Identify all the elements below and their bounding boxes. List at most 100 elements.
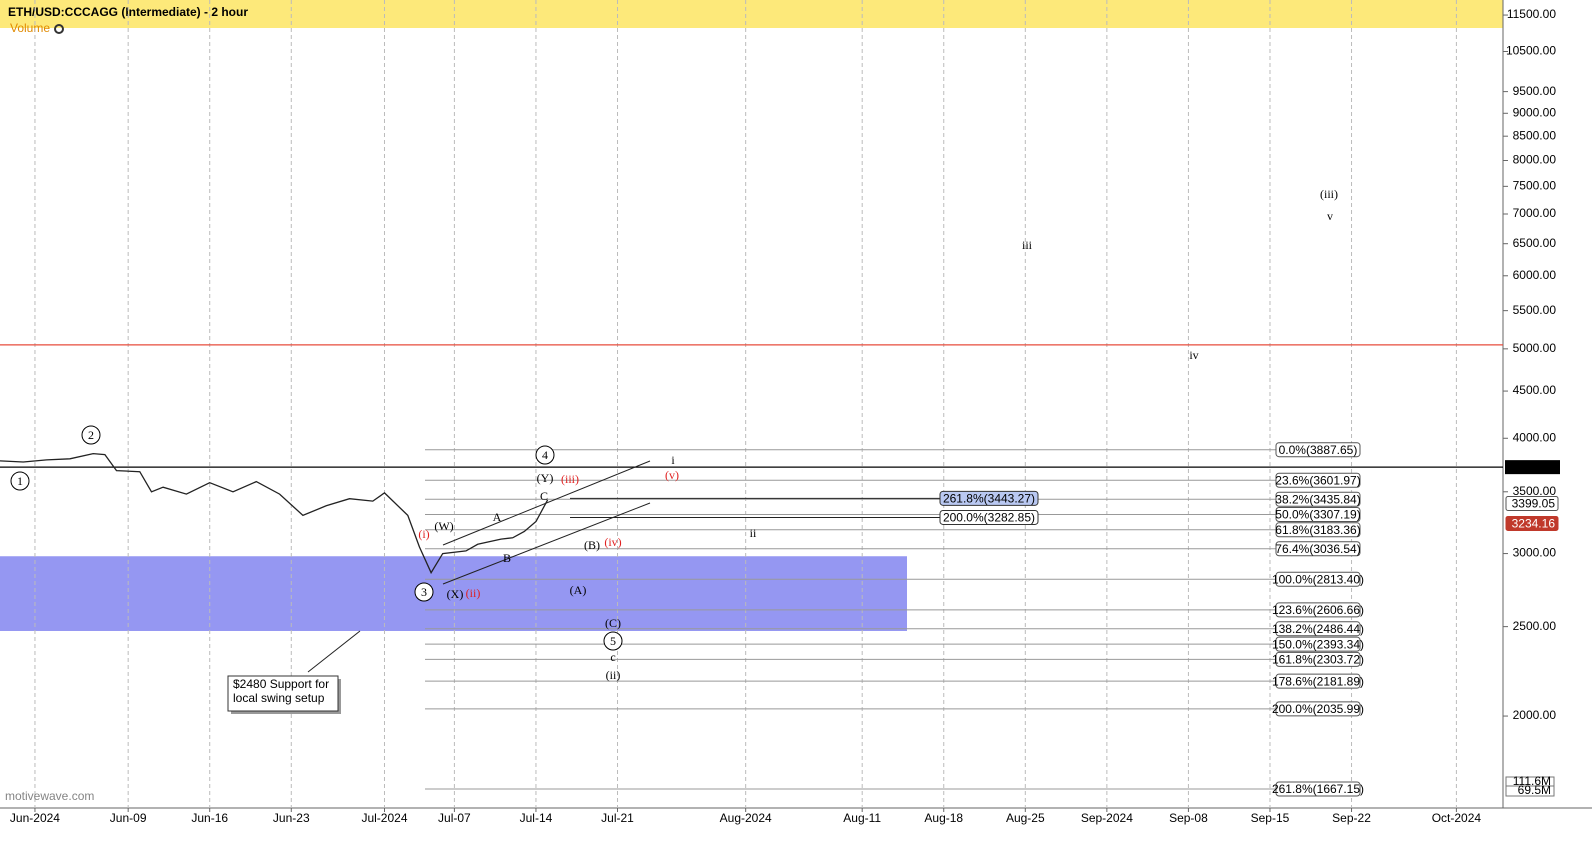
y-tick-label: 2000.00 xyxy=(1513,708,1557,722)
wave-label: (X) xyxy=(447,587,464,601)
fib-label: 50.0%(3307.19) xyxy=(1275,508,1360,522)
fib-label: 138.2%(2486.44) xyxy=(1272,622,1364,636)
price-line xyxy=(0,452,549,575)
y-tick-label: 9000.00 xyxy=(1513,105,1557,119)
fib-label: 0.0%(3887.65) xyxy=(1279,443,1358,457)
watermark: motivewave.com xyxy=(5,789,94,803)
wave-label: (v) xyxy=(665,468,679,482)
y-tick-label: 2500.00 xyxy=(1513,619,1557,633)
fib-label-box xyxy=(1275,621,1361,637)
y-tick-label: 5500.00 xyxy=(1513,303,1557,317)
wave-label: (iv) xyxy=(604,535,621,549)
top-band xyxy=(0,0,1503,28)
fib-label: 178.6%(2181.89) xyxy=(1272,674,1364,688)
indicator-label: Volume xyxy=(10,21,50,35)
wave-label: c xyxy=(610,650,615,664)
callout-box xyxy=(227,675,339,712)
wave-label: (iii) xyxy=(561,472,579,486)
x-tick-label: Aug-18 xyxy=(924,811,963,825)
last-price-box xyxy=(1505,515,1559,531)
fib-label-box xyxy=(1275,701,1361,717)
extension-label-box xyxy=(939,509,1039,525)
wave-label: ii xyxy=(750,526,757,540)
wave-label: C xyxy=(540,489,548,503)
wave-label: 2 xyxy=(88,428,94,442)
y-tick-label: 7000.00 xyxy=(1513,206,1557,220)
x-tick-label: Sep-15 xyxy=(1251,811,1290,825)
extension-label: 261.8%(3443.27) xyxy=(943,492,1035,506)
wave-label: iv xyxy=(1189,348,1198,362)
fib-label-box xyxy=(1275,571,1361,587)
y-tick-label: 4500.00 xyxy=(1513,383,1557,397)
wave-label: (ii) xyxy=(466,586,481,600)
wave-label: (Y) xyxy=(537,471,554,485)
fib-label: 123.6%(2606.66) xyxy=(1272,603,1364,617)
wave-circle xyxy=(603,631,623,651)
fib-label-box xyxy=(1275,491,1361,507)
y-tick-label: 11500.00 xyxy=(1507,7,1556,21)
settings-icon xyxy=(54,24,64,34)
y-tick-label: 6000.00 xyxy=(1513,268,1557,282)
last-price-box xyxy=(1505,496,1559,512)
wave-label: 3 xyxy=(421,585,427,599)
y-tick-label: 3500.00 xyxy=(1513,484,1557,498)
wave-circle xyxy=(10,471,30,491)
wave-label: 1 xyxy=(17,474,23,488)
x-tick-label: Aug-2024 xyxy=(720,811,772,825)
y-tick-label: 5000.00 xyxy=(1513,341,1557,355)
x-tick-label: Jun-2024 xyxy=(10,811,60,825)
fib-label-box xyxy=(1275,541,1361,557)
wave-label: (ii) xyxy=(606,668,621,682)
y-tick-label: 6500.00 xyxy=(1513,236,1557,250)
fib-label: 161.8%(2303.72) xyxy=(1272,653,1364,667)
wave-label: A xyxy=(493,510,502,524)
x-tick-label: Sep-22 xyxy=(1332,811,1371,825)
fib-label-box xyxy=(1275,472,1361,488)
y-tick-label: 8000.00 xyxy=(1513,153,1557,167)
y-tick-label: 10500.00 xyxy=(1506,44,1556,58)
wave-circle xyxy=(535,445,555,465)
fib-label-box xyxy=(1275,651,1361,667)
x-tick-label: Aug-25 xyxy=(1006,811,1045,825)
volume-label-box xyxy=(1505,785,1555,797)
wave-label: (i) xyxy=(418,527,429,541)
x-tick-label: Sep-2024 xyxy=(1081,811,1133,825)
fib-label: 100.0%(2813.40) xyxy=(1272,572,1364,586)
fib-label-box xyxy=(1275,781,1361,797)
fib-label: 150.0%(2393.34) xyxy=(1272,637,1364,651)
wave-circle xyxy=(81,425,101,445)
wave-circle xyxy=(414,582,434,602)
level-marker xyxy=(1505,460,1560,475)
wave-label: (C) xyxy=(605,616,621,630)
x-tick-label: Oct-2024 xyxy=(1432,811,1482,825)
wave-label: (B) xyxy=(584,538,600,552)
fib-label-box xyxy=(1275,522,1361,538)
chart-title: ETH/USD:CCCAGG (Intermediate) - 2 hour xyxy=(8,5,248,19)
y-tick-label: 9500.00 xyxy=(1513,84,1557,98)
fib-label: 23.6%(3601.97) xyxy=(1275,473,1360,487)
x-tick-label: Jul-07 xyxy=(438,811,471,825)
wave-label: (iii) xyxy=(1320,187,1338,201)
wave-label: v xyxy=(1327,209,1333,223)
x-tick-label: Aug-11 xyxy=(843,811,881,825)
fib-label: 38.2%(3435.84) xyxy=(1275,492,1360,506)
fib-label: 61.8%(3183.36) xyxy=(1275,523,1360,537)
x-tick-label: Jul-2024 xyxy=(361,811,407,825)
wave-label: 5 xyxy=(610,634,616,648)
wave-label: B xyxy=(503,551,511,565)
volume-label: 111.6M xyxy=(1513,774,1551,788)
fib-label: 76.4%(3036.54) xyxy=(1275,542,1360,556)
volume-label: 69.5M xyxy=(1518,783,1551,797)
fib-label-box xyxy=(1275,602,1361,618)
fib-label: 261.8%(1667.15) xyxy=(1272,782,1364,796)
y-tick-label: 7500.00 xyxy=(1513,179,1557,193)
x-tick-label: Jul-21 xyxy=(601,811,634,825)
wave-label: 4 xyxy=(542,448,548,462)
callout-text: local swing setup xyxy=(233,691,325,705)
support-zone xyxy=(0,556,907,631)
last-price-label: 3399.05 xyxy=(1512,497,1556,511)
fib-label-box xyxy=(1275,636,1361,652)
wave-label: i xyxy=(671,453,675,467)
x-tick-label: Jul-14 xyxy=(520,811,553,825)
